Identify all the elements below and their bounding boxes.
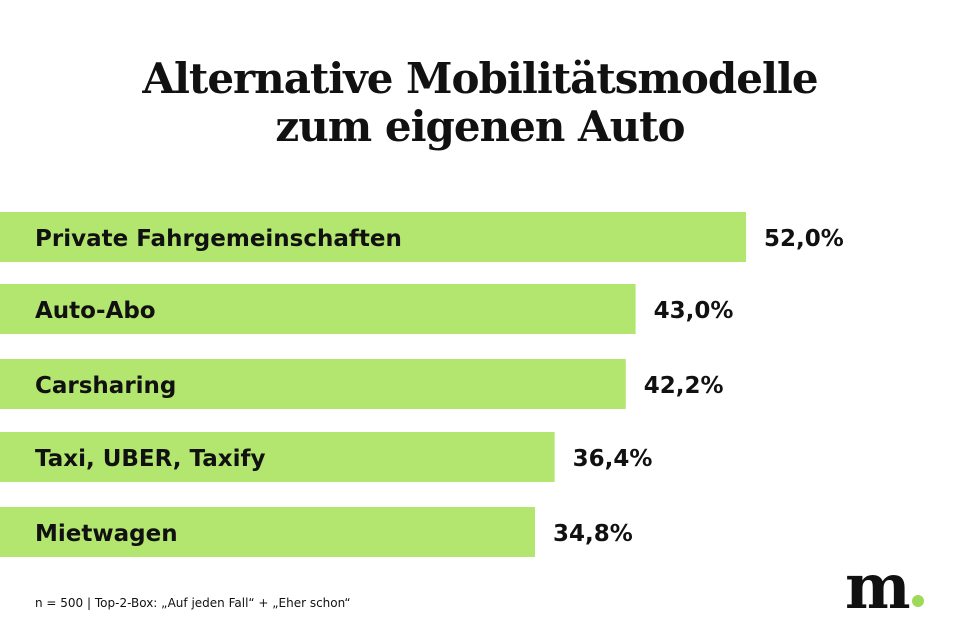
chart-title: Alternative Mobilitätsmodelle zum eigene… — [0, 55, 960, 151]
data-label: 36,4% — [573, 446, 653, 472]
data-label: 43,0% — [654, 298, 734, 324]
category-label: Private Fahrgemeinschaften — [35, 226, 402, 252]
brand-logo: m — [845, 550, 911, 623]
title-line-2: zum eigenen Auto — [275, 102, 685, 151]
category-label: Carsharing — [35, 373, 176, 399]
data-label: 52,0% — [764, 226, 844, 252]
bar — [0, 284, 636, 334]
bar — [0, 212, 747, 262]
category-label: Auto-Abo — [35, 298, 156, 324]
bar — [0, 507, 535, 557]
category-label: Taxi, UBER, Taxify — [35, 446, 265, 472]
bar — [0, 359, 626, 409]
title-line-1: Alternative Mobilitätsmodelle — [142, 54, 818, 103]
category-label: Mietwagen — [35, 521, 178, 547]
bar — [0, 432, 555, 482]
data-label: 34,8% — [553, 521, 633, 547]
logo-dot — [912, 595, 924, 607]
data-label: 42,2% — [644, 373, 724, 399]
footnote: n = 500 | Top-2-Box: „Auf jeden Fall“ + … — [35, 596, 351, 610]
